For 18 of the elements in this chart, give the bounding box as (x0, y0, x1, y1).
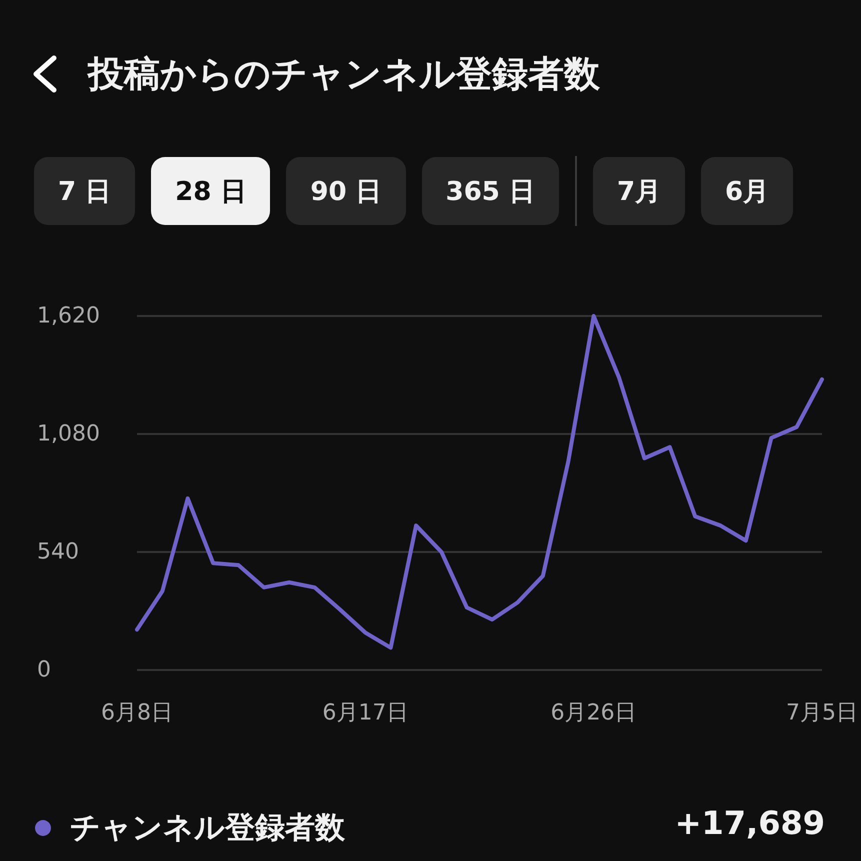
line-series (135, 314, 824, 650)
text: 7 日 (34, 157, 136, 225)
text: 28 日 (151, 157, 270, 225)
x-tick-label: 7月5日 (786, 700, 858, 726)
y-tick-label: 1,080 (37, 422, 100, 446)
text: 7月 (592, 157, 686, 225)
text: 365 日 (422, 157, 559, 225)
text: 90 日 (286, 157, 406, 225)
legend-label: チャンネル登録者数 (70, 810, 346, 846)
y-tick-label: 0 (37, 658, 51, 682)
y-tick-label: 540 (37, 540, 79, 564)
text: 6月 (701, 157, 794, 225)
y-tick-label: 1,620 (37, 304, 100, 328)
chart-title: 投稿からのチャンネル登録者数 (88, 52, 600, 96)
x-tick-label: 6月8日 (101, 700, 173, 726)
x-tick-label: 6月17日 (322, 700, 408, 726)
text: +17,689 (674, 804, 825, 842)
x-tick-label: 6月26日 (550, 700, 637, 726)
